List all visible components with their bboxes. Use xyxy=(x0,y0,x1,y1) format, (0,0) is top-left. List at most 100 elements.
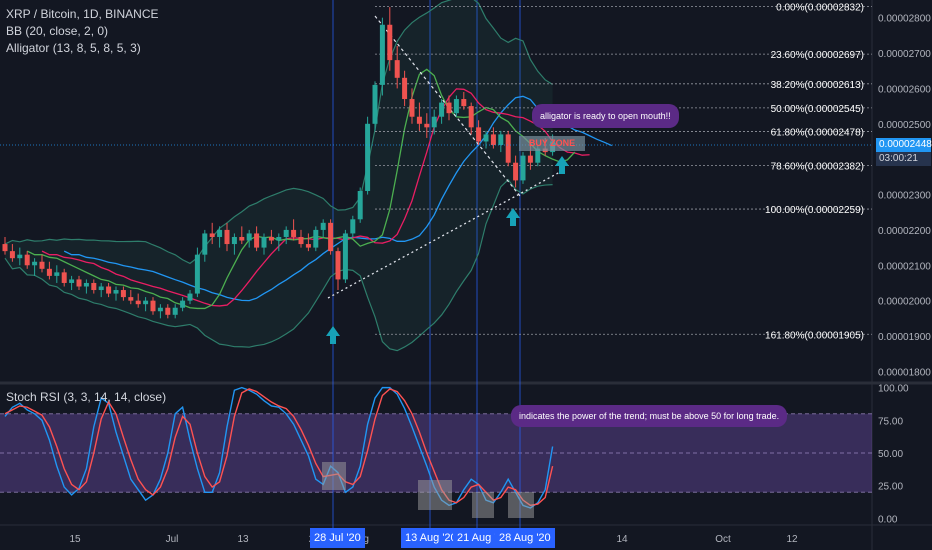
candle xyxy=(17,247,23,266)
price-tick-label: 0.00002800 xyxy=(878,14,931,25)
candle-body xyxy=(61,272,67,283)
rsi-tick-label: 100.00 xyxy=(878,384,909,395)
price-tick-label: 0.00002700 xyxy=(878,49,931,60)
candle-body xyxy=(98,286,104,291)
candle-body xyxy=(409,99,415,117)
candle xyxy=(313,226,319,252)
buy-arrow xyxy=(326,326,340,344)
candle-body xyxy=(2,244,8,252)
candle-body xyxy=(416,116,422,124)
symbol-title[interactable]: XRP / Bitcoin, 1D, BINANCE xyxy=(6,7,159,21)
candle-body xyxy=(527,155,533,163)
date-marker-3: 21 Aug '2 xyxy=(453,528,507,548)
fib-label: 0.00%(0.00002832) xyxy=(776,2,864,13)
candle-body xyxy=(276,236,282,241)
candle xyxy=(217,226,223,248)
candle-body xyxy=(209,233,215,237)
candle-body xyxy=(217,229,223,237)
candle-body xyxy=(535,148,541,163)
date-marker-4: 28 Aug '20 xyxy=(495,528,555,548)
candle xyxy=(128,290,134,305)
candle-body xyxy=(461,99,467,107)
stoch-legend: Stoch RSI (3, 3, 14, 14, close) xyxy=(6,389,166,406)
candle-body xyxy=(150,300,156,312)
candle-body xyxy=(379,24,385,85)
price-legend: XRP / Bitcoin, 1D, BINANCE BB (20, close… xyxy=(6,6,159,57)
buy-zone-box[interactable]: BUY ZONE xyxy=(519,136,585,151)
candle xyxy=(439,99,445,124)
time-tick-label: 12 xyxy=(786,534,798,545)
candle-body xyxy=(320,222,326,230)
candle-body xyxy=(505,134,511,163)
bb-legend[interactable]: BB (20, close, 2, 0) xyxy=(6,24,109,38)
candle xyxy=(498,130,504,153)
candle-body xyxy=(342,233,348,280)
candle-body xyxy=(424,123,430,128)
rsi-note[interactable]: indicates the power of the trend; must b… xyxy=(511,405,788,427)
current-price-tag: 0.00002448 xyxy=(876,138,932,152)
candle-body xyxy=(468,106,474,128)
rsi-highlight-box xyxy=(472,492,494,518)
time-tick-label: Jul xyxy=(166,534,179,545)
stoch-k-line xyxy=(4,386,554,509)
candle xyxy=(120,286,126,301)
candle xyxy=(2,236,8,255)
alligator-note[interactable]: alligator is ready to open mouth!! xyxy=(532,104,679,128)
countdown-tag: 03:00:21 xyxy=(876,152,931,166)
rsi-tick-label: 75.00 xyxy=(878,416,903,427)
candle-body xyxy=(76,279,82,287)
candle xyxy=(431,109,437,135)
candle-body xyxy=(328,222,334,252)
candle xyxy=(46,261,52,280)
candle xyxy=(328,219,334,255)
fib-label: 50.00%(0.00002545) xyxy=(771,104,864,115)
time-tick-label: 13 xyxy=(237,534,249,545)
candle xyxy=(209,222,215,245)
candle-body xyxy=(490,134,496,146)
candle-body xyxy=(113,290,119,294)
candle-body xyxy=(231,236,237,245)
candle xyxy=(335,247,341,291)
candle xyxy=(409,88,415,124)
candle xyxy=(91,279,97,294)
candle xyxy=(379,17,385,96)
rsi-tick-label: 50.00 xyxy=(878,449,903,460)
alligator-legend[interactable]: Alligator (13, 8, 5, 8, 5, 3) xyxy=(6,41,141,55)
rsi-highlight-box xyxy=(508,492,534,518)
candle xyxy=(202,229,208,262)
bb-upper xyxy=(4,0,553,265)
candle xyxy=(246,229,252,248)
candle xyxy=(453,95,459,117)
candle-body xyxy=(313,229,319,248)
price-tick-label: 0.00002000 xyxy=(878,297,931,308)
candle xyxy=(83,279,89,294)
candle-body xyxy=(453,99,459,114)
fib-label: 100.00%(0.00002259) xyxy=(765,205,864,216)
candle xyxy=(98,282,104,298)
candle-body xyxy=(498,134,504,146)
candle xyxy=(402,70,408,107)
candle xyxy=(505,130,511,167)
candle xyxy=(320,219,326,237)
time-tick-label: Oct xyxy=(715,534,731,545)
fib-label: 161.80%(0.00001905) xyxy=(765,330,864,341)
candle xyxy=(187,290,193,305)
candle xyxy=(342,229,348,283)
candle xyxy=(365,116,371,195)
fib-label: 23.60%(0.00002697) xyxy=(771,50,864,61)
time-tick-label: 15 xyxy=(69,534,81,545)
stoch-title[interactable]: Stoch RSI (3, 3, 14, 14, close) xyxy=(6,390,167,404)
candle xyxy=(106,282,112,298)
candle xyxy=(305,233,311,252)
candle xyxy=(32,258,38,276)
candle xyxy=(468,102,474,135)
candle xyxy=(476,120,482,146)
fib-label: 78.60%(0.00002382) xyxy=(771,162,864,173)
bb-lower xyxy=(4,178,553,352)
candle-body xyxy=(69,279,75,283)
candle-body xyxy=(446,102,452,114)
candle xyxy=(483,130,489,149)
rsi-highlight-box xyxy=(418,480,452,510)
